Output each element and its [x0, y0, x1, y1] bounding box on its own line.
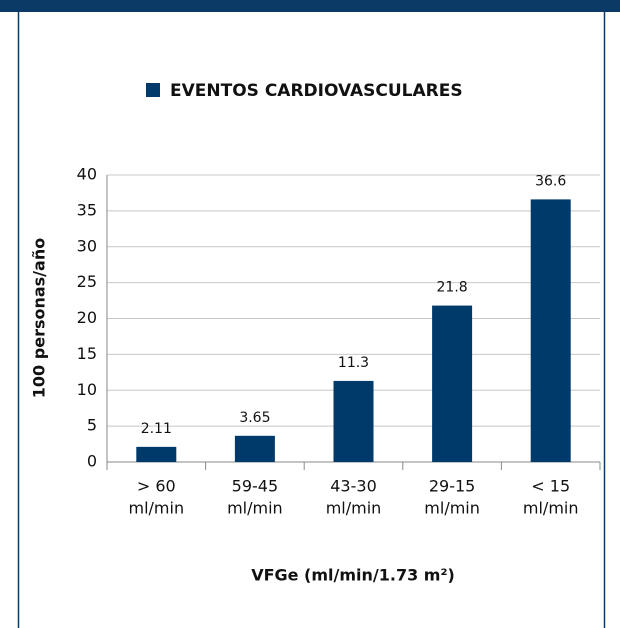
bar	[432, 305, 473, 462]
value-label: 21.8	[437, 280, 468, 296]
value-label: 36.6	[535, 173, 566, 189]
value-label: 2.11	[141, 421, 172, 437]
y-tick-label: 20	[77, 308, 97, 327]
x-tick-label: ml/min	[523, 499, 579, 518]
legend-label: EVENTOS CARDIOVASCULARES	[170, 81, 463, 101]
bar	[136, 446, 177, 462]
y-tick-label: 15	[77, 344, 97, 363]
value-label: 3.65	[239, 410, 270, 426]
y-tick-label: 30	[77, 236, 97, 255]
bar	[333, 380, 374, 462]
x-tick-label: 59-45	[232, 477, 279, 496]
y-tick-label: 35	[77, 200, 97, 219]
bar	[234, 435, 275, 462]
bar	[530, 199, 571, 462]
x-tick-label: ml/min	[424, 499, 480, 518]
y-tick-label: 5	[87, 416, 97, 435]
y-tick-label: 10	[77, 380, 97, 399]
x-tick-label: ml/min	[326, 499, 382, 518]
value-label: 11.3	[338, 355, 369, 371]
x-tick-label: ml/min	[129, 499, 185, 518]
x-tick-label: 29-15	[429, 477, 476, 496]
y-tick-label: 25	[77, 272, 97, 291]
x-tick-label: 43-30	[330, 477, 377, 496]
x-tick-label: ml/min	[227, 499, 283, 518]
legend-swatch	[146, 83, 160, 97]
y-tick-label: 40	[77, 165, 97, 184]
x-axis-label: VFGe (ml/min/1.73 m²)	[251, 566, 455, 585]
y-axis-label: 100 personas/año	[30, 238, 49, 398]
y-tick-label: 0	[87, 452, 97, 471]
x-tick-label: < 15	[531, 477, 570, 496]
x-tick-label: > 60	[137, 477, 176, 496]
top-band	[0, 0, 620, 12]
